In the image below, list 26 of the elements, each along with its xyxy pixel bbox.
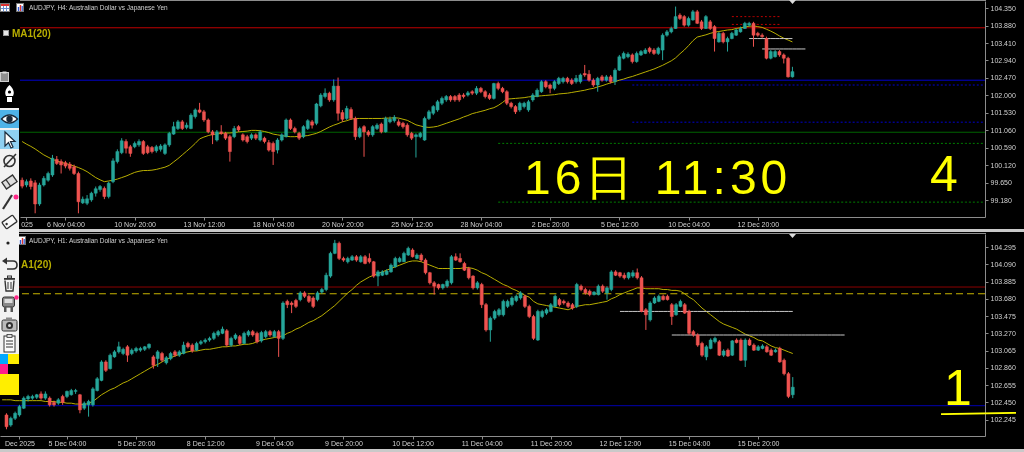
annotation: 1: [944, 360, 972, 416]
candlestick: [660, 32, 665, 61]
candlestick: [458, 252, 462, 264]
text: A1(20): [21, 259, 52, 270]
candlestick: [626, 51, 630, 59]
line-series: [1, 260, 794, 406]
candlestick: [414, 132, 418, 159]
candlestick: [271, 141, 275, 166]
candlestick: [276, 329, 281, 358]
candlestick: [488, 315, 493, 343]
annotation: 16日 11:30: [524, 151, 792, 204]
annotation: 4: [930, 146, 958, 202]
candlestick: [751, 21, 756, 48]
candlestick: [743, 337, 747, 368]
candlestick: [760, 32, 764, 39]
candlestick: [791, 376, 795, 399]
candlestick: [574, 282, 579, 309]
text: MA1(20): [12, 28, 51, 39]
candlestick: [712, 24, 717, 53]
candlestick: [376, 269, 380, 287]
candlestick: [673, 6, 678, 30]
candlestick: [670, 302, 674, 326]
candlestick: [50, 154, 55, 178]
candlestick: [33, 179, 37, 214]
candlestick: [331, 78, 336, 103]
candlestick: [786, 56, 790, 79]
